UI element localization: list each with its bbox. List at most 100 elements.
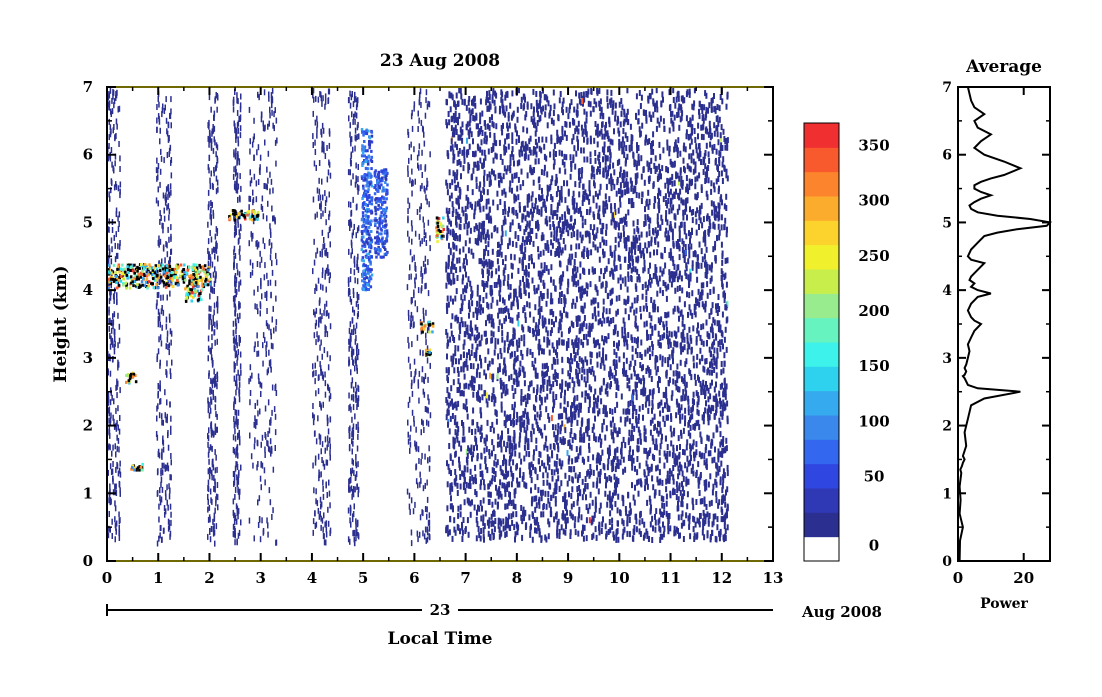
- noise-speckle: [563, 180, 565, 187]
- noise-speckle: [661, 360, 664, 367]
- noise-speckle: [547, 413, 550, 419]
- noise-speckle: [565, 106, 568, 113]
- noise-speckle: [537, 487, 540, 494]
- noise-speckle: [605, 425, 608, 432]
- noise-speckle: [645, 231, 648, 238]
- noise-speckle: [576, 486, 579, 493]
- noise-speckle: [547, 533, 550, 540]
- noise-speckle: [630, 247, 633, 254]
- noise-speckle: [550, 204, 553, 210]
- noise-speckle: [726, 524, 729, 531]
- noise-speckle: [526, 347, 529, 354]
- noise-speckle: [486, 519, 489, 526]
- noise-speckle: [472, 391, 475, 398]
- noise-speckle: [504, 191, 507, 198]
- noise-speckle: [640, 155, 643, 162]
- noise-speckle: [726, 505, 729, 512]
- noise-speckle: [468, 312, 470, 319]
- noise-speckle: [691, 498, 694, 505]
- noise-speckle: [545, 503, 548, 510]
- noise-speckle: [566, 517, 568, 524]
- noise-speckle: [472, 115, 475, 121]
- noise-speckle: [558, 260, 561, 267]
- noise-speckle: [539, 90, 542, 97]
- noise-speckle: [538, 116, 541, 123]
- noise-speckle: [698, 153, 701, 160]
- noise-speckle: [710, 266, 713, 273]
- noise-speckle: [681, 179, 684, 186]
- noise-speckle: [718, 320, 721, 327]
- noise-speckle: [446, 150, 449, 157]
- noise-speckle: [643, 431, 646, 438]
- noise-speckle: [557, 475, 560, 482]
- noise-speckle: [492, 445, 495, 452]
- noise-speckle: [470, 131, 473, 138]
- noise-speckle: [492, 427, 495, 434]
- noise-speckle: [719, 441, 722, 448]
- noise-speckle: [590, 249, 593, 256]
- noise-speckle: [695, 449, 698, 456]
- noise-speckle: [714, 446, 716, 453]
- noise-speckle: [711, 147, 714, 154]
- noise-speckle: [688, 326, 691, 333]
- noise-speckle: [518, 285, 521, 292]
- noise-speckle: [543, 372, 546, 379]
- noise-speckle: [721, 382, 723, 389]
- noise-speckle: [692, 149, 695, 156]
- noise-speckle: [522, 473, 525, 480]
- noise-speckle: [565, 134, 568, 141]
- noise-speckle: [517, 380, 520, 387]
- noise-speckle: [646, 284, 649, 291]
- noise-speckle: [446, 295, 449, 302]
- noise-speckle: [597, 471, 600, 478]
- noise-speckle: [448, 428, 451, 435]
- noise-speckle: [707, 107, 709, 114]
- noise-speckle: [458, 235, 461, 242]
- noise-speckle: [725, 445, 728, 452]
- noise-speckle: [577, 120, 580, 127]
- noise-speckle: [669, 364, 672, 371]
- noise-speckle: [475, 176, 478, 183]
- noise-speckle: [620, 393, 623, 400]
- noise-speckle: [479, 304, 482, 311]
- noise-speckle: [614, 223, 617, 230]
- noise-speckle: [610, 97, 613, 104]
- noise-speckle: [660, 316, 663, 323]
- noise-speckle: [450, 192, 453, 199]
- noise-speckle: [447, 367, 450, 374]
- noise-speckle: [686, 332, 689, 339]
- noise-speckle: [543, 378, 546, 385]
- noise-speckle: [627, 271, 630, 278]
- noise-speckle: [645, 448, 648, 454]
- noise-speckle: [463, 152, 466, 158]
- noise-speckle: [526, 393, 529, 400]
- noise-speckle: [702, 117, 705, 124]
- noise-speckle: [556, 226, 559, 233]
- noise-speckle: [563, 398, 566, 405]
- noise-speckle: [704, 171, 707, 178]
- noise-speckle: [524, 246, 527, 253]
- noise-speckle: [621, 173, 624, 179]
- noise-speckle: [667, 335, 670, 342]
- noise-speckle: [673, 191, 676, 198]
- noise-speckle: [544, 104, 547, 111]
- noise-speckle: [669, 188, 672, 195]
- noise-speckle: [509, 414, 512, 421]
- noise-speckle: [489, 285, 492, 291]
- noise-speckle: [523, 444, 526, 451]
- noise-speckle: [680, 404, 683, 411]
- noise-speckle: [577, 337, 580, 344]
- noise-speckle: [461, 129, 464, 136]
- noise-speckle: [717, 139, 720, 146]
- noise-speckle: [547, 491, 550, 497]
- noise-speckle: [559, 91, 562, 97]
- noise-speckle: [575, 405, 577, 412]
- noise-speckle: [703, 520, 706, 526]
- noise-speckle: [491, 248, 494, 255]
- noise-speckle: [486, 401, 489, 408]
- noise-speckle: [611, 139, 614, 146]
- noise-speckle: [579, 286, 582, 293]
- noise-speckle: [599, 218, 602, 225]
- noise-speckle: [720, 369, 723, 376]
- noise-speckle: [676, 276, 679, 283]
